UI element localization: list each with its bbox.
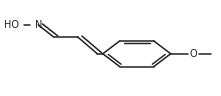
Text: HO: HO	[4, 20, 19, 30]
Text: O: O	[190, 49, 197, 59]
Text: N: N	[34, 20, 42, 30]
